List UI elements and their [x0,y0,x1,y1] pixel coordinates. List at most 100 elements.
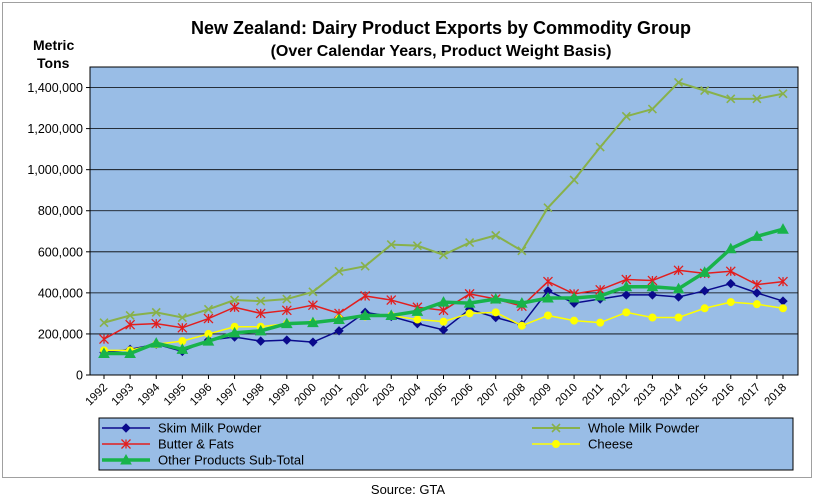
x-tick-label: 2017 [736,382,763,409]
data-point [568,291,580,303]
data-point [229,302,240,313]
x-tick-label: 2002 [345,382,372,409]
data-point [360,261,370,271]
data-point [437,296,450,307]
data-point [333,313,345,325]
x-tick-label: 1999 [266,382,293,409]
data-point [255,336,266,346]
legend-marker [120,453,132,465]
data-point [648,313,657,322]
series-group [98,77,789,358]
data-point [230,295,240,305]
data-point [543,311,552,320]
legend-marker [121,439,131,449]
x-tick-label: 1994 [136,381,163,408]
data-point [125,310,135,321]
data-point [543,203,553,213]
y-tick-label: 800,000 [38,204,83,218]
data-point [99,318,109,328]
y-tick-label: 400,000 [38,286,83,300]
y-tick-label: 0 [76,369,83,383]
data-point [411,305,424,316]
y-tick-label: 200,000 [38,327,83,341]
x-tick-label: 2012 [606,382,633,409]
data-point [438,305,449,316]
data-point [595,142,605,152]
data-point [254,324,267,336]
legend-item: Other Products Sub-Total [102,453,304,468]
source-note: Source: GTA [371,482,446,497]
data-point [698,266,711,277]
x-tick-label: 2005 [423,382,450,409]
x-tick-label: 2001 [319,382,346,409]
data-point [700,86,710,96]
legend-box [98,417,794,471]
y-tick-label: 1,000,000 [27,163,83,177]
data-point [256,296,266,306]
data-point [751,279,762,290]
data-point [255,308,266,319]
chart-subtitle: (Over Calendar Years, Product Weight Bas… [271,43,612,60]
data-point [752,94,762,104]
legend-label: Butter & Fats [158,437,234,452]
data-point [465,309,474,318]
data-point [360,290,371,301]
x-tick-label: 2016 [710,382,737,409]
legend-item: Skim Milk Powder [102,421,262,436]
data-point [621,111,631,121]
data-point [176,343,189,354]
x-axis-ticks: 1992 1993 1994 1995 1996 1997 1998 1999 2000 2001… [84,375,790,409]
data-point [177,312,187,323]
data-point [282,294,292,304]
data-point [465,237,475,248]
data-point [334,266,344,276]
x-tick-label: 2015 [684,382,711,409]
data-point [673,265,684,276]
chart-title: New Zealand: Dairy Product Exports by Co… [191,18,691,38]
data-point [464,288,475,299]
data-point [439,317,448,326]
x-tick-label: 2000 [292,382,319,409]
legend-label: Whole Milk Powder [588,421,700,436]
legend-marker [551,423,561,433]
x-tick-label: 2004 [397,381,424,408]
data-point [569,175,579,185]
x-tick-label: 1992 [84,382,111,409]
x-tick-label: 2010 [554,382,581,409]
data-point [622,308,631,317]
legend-item: Cheese [532,437,633,452]
legend-label: Cheese [588,437,633,452]
data-point [438,325,449,335]
data-point [620,280,633,292]
data-point [124,347,136,358]
data-point [726,94,736,104]
data-point [543,276,553,287]
data-point [621,290,632,300]
data-point [674,313,683,322]
data-point [151,318,162,329]
data-point [202,335,215,346]
data-point [307,316,319,328]
data-point [752,300,761,309]
data-point [699,286,710,296]
x-tick-label: 1993 [110,382,137,409]
data-point [594,289,607,301]
data-point [596,318,605,327]
x-tick-label: 2018 [763,382,790,409]
legend-item: Butter & Fats [102,437,234,452]
x-tick-label: 2003 [371,382,398,409]
series-2 [99,265,788,345]
x-tick-label: 2013 [632,382,659,409]
legend-label: Other Products Sub-Total [158,453,304,468]
x-tick-label: 2011 [580,382,606,408]
data-point [412,241,422,251]
data-point [308,287,318,297]
data-point [280,317,293,329]
y-axis-ticks: 0 200,000 400,000 600,000 800,000 1,000,000 1,… [27,81,90,383]
data-point [203,313,214,324]
x-tick-label: 1995 [162,382,189,409]
x-tick-label: 1998 [240,382,267,409]
data-point [281,305,292,316]
data-point [385,309,398,320]
data-point [125,319,136,330]
